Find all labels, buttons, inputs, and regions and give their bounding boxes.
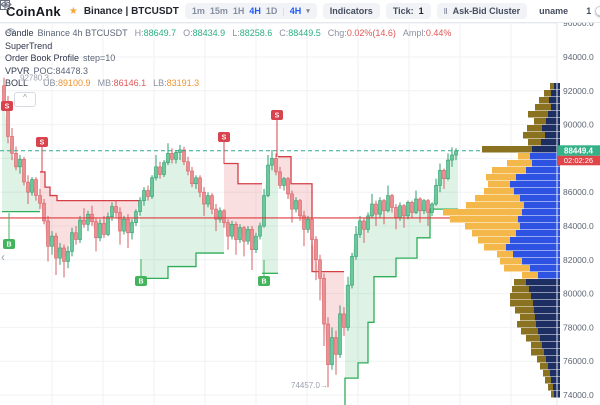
timeframe-4h[interactable]: 4H (249, 6, 261, 16)
supertrend-bands (2, 104, 458, 405)
svg-text:B: B (261, 279, 266, 286)
legend-supertrend-row[interactable]: SuperTrend (5, 40, 53, 51)
svg-text:92780.3: 92780.3 (20, 74, 49, 83)
svg-text:80000.0: 80000.0 (563, 289, 594, 299)
chevron-down-icon[interactable]: ▾ (306, 8, 310, 15)
svg-text:84000.0: 84000.0 (563, 221, 594, 231)
svg-text:74000.0: 74000.0 (563, 390, 594, 400)
favorite-star-icon[interactable]: ★ (68, 5, 78, 17)
amplitude-value: 0.44% (425, 28, 452, 38)
orderbook-step: step=10 (83, 53, 116, 63)
vpvr-poc: POC:84478.3 (33, 65, 89, 76)
svg-text:S: S (222, 135, 227, 142)
boll-mb: 86146.1 (113, 78, 147, 88)
price-annotations: 92780.3 74457.0→ (20, 74, 328, 391)
slider-handle-right[interactable] (595, 5, 600, 16)
timeframe-1d[interactable]: 1D (265, 6, 278, 16)
price-axis: 96000.0 94000.0 92000.0 90000.0 86000.0 84000… (556, 18, 594, 405)
svg-text:B: B (6, 242, 11, 249)
svg-text:78000.0: 78000.0 (563, 322, 594, 332)
svg-text:88449.4: 88449.4 (564, 146, 593, 155)
timeframe-divider: | (282, 6, 285, 16)
legend-vpvr-row[interactable]: VPVR POC:84478.3 (5, 65, 89, 76)
candle-name: Candle (5, 28, 34, 38)
svg-text:S: S (5, 104, 10, 111)
open-value: 88434.9 (192, 28, 226, 38)
svg-text:96000.0: 96000.0 (563, 18, 594, 28)
timeframe-group: 1m 15m 1H 4H 1D | 4H ▾ (184, 3, 317, 19)
svg-text:76000.0: 76000.0 (563, 356, 594, 366)
layout-count: 1 (586, 6, 592, 16)
volume-profile (443, 83, 560, 398)
legend-boll-row[interactable]: BOLL UB:89100.9 MB:86146.1 LB:83191.3 (5, 28, 451, 90)
top-toolbar: CoinAnk ★ Binance | BTCUSDT 1m 15m 1H 4H… (0, 0, 600, 23)
coinank-logo[interactable]: CoinAnk (6, 3, 61, 19)
legend-collapse-button[interactable]: ^ (14, 92, 36, 107)
boll-lb: 83191.3 (166, 78, 200, 88)
tick-value: 1 (418, 6, 424, 16)
signal-markers: S S B B S B S (1, 101, 283, 286)
candle-detail: Binance 4h BTCUSDT (37, 28, 128, 38)
tick-label: Tick: (392, 6, 414, 16)
current-price-tag: 88449.4 (557, 145, 600, 156)
indicators-button[interactable]: Indicators (322, 3, 380, 19)
uname-selector[interactable]: uname (539, 6, 569, 16)
high-value: 88649.7 (143, 28, 177, 38)
cluster-bars-icon: ‖ (443, 6, 448, 16)
svg-text:82000.0: 82000.0 (563, 255, 594, 265)
legend-candle-row[interactable]: Candle Binance 4h BTCUSDT H:88649.7 O:88… (5, 28, 452, 38)
svg-text:S: S (275, 113, 280, 120)
askbid-cluster-button[interactable]: ‖ Ask-Bid Cluster (436, 3, 528, 19)
svg-text:02:02:26: 02:02:26 (564, 156, 593, 165)
svg-text:S: S (40, 140, 45, 147)
svg-text:74457.0→: 74457.0→ (291, 381, 328, 390)
tick-selector[interactable]: Tick: 1 (385, 3, 431, 19)
symbol-label[interactable]: Binance | BTCUSDT (83, 5, 179, 17)
svg-text:B: B (138, 279, 143, 286)
svg-text:94000.0: 94000.0 (563, 52, 594, 62)
timeframe-1m[interactable]: 1m (191, 6, 205, 16)
boll-ub: 89100.9 (58, 78, 91, 88)
timeframe-1h[interactable]: 1H (232, 6, 245, 16)
grid-layer (0, 22, 557, 405)
svg-text:90000.0: 90000.0 (563, 120, 594, 130)
svg-text:86000.0: 86000.0 (563, 187, 594, 197)
legend-orderbook-row[interactable]: Order Book Profile step=10 (5, 53, 116, 63)
close-value: 88449.5 (288, 28, 321, 38)
indicator-legend: Candle Binance 4h BTCUSDT H:88649.7 O:88… (5, 27, 451, 90)
timeframe-dropdown[interactable]: 4H (289, 6, 302, 16)
panel-collapse-arrow[interactable]: ‹ (1, 250, 5, 264)
timeframe-15m[interactable]: 15m (209, 6, 228, 16)
svg-text:92000.0: 92000.0 (563, 86, 594, 96)
change-value: 0.02%(14.6) (346, 28, 396, 38)
low-value: 88258.6 (239, 28, 273, 38)
countdown-tag: 02:02:26 (557, 155, 600, 166)
